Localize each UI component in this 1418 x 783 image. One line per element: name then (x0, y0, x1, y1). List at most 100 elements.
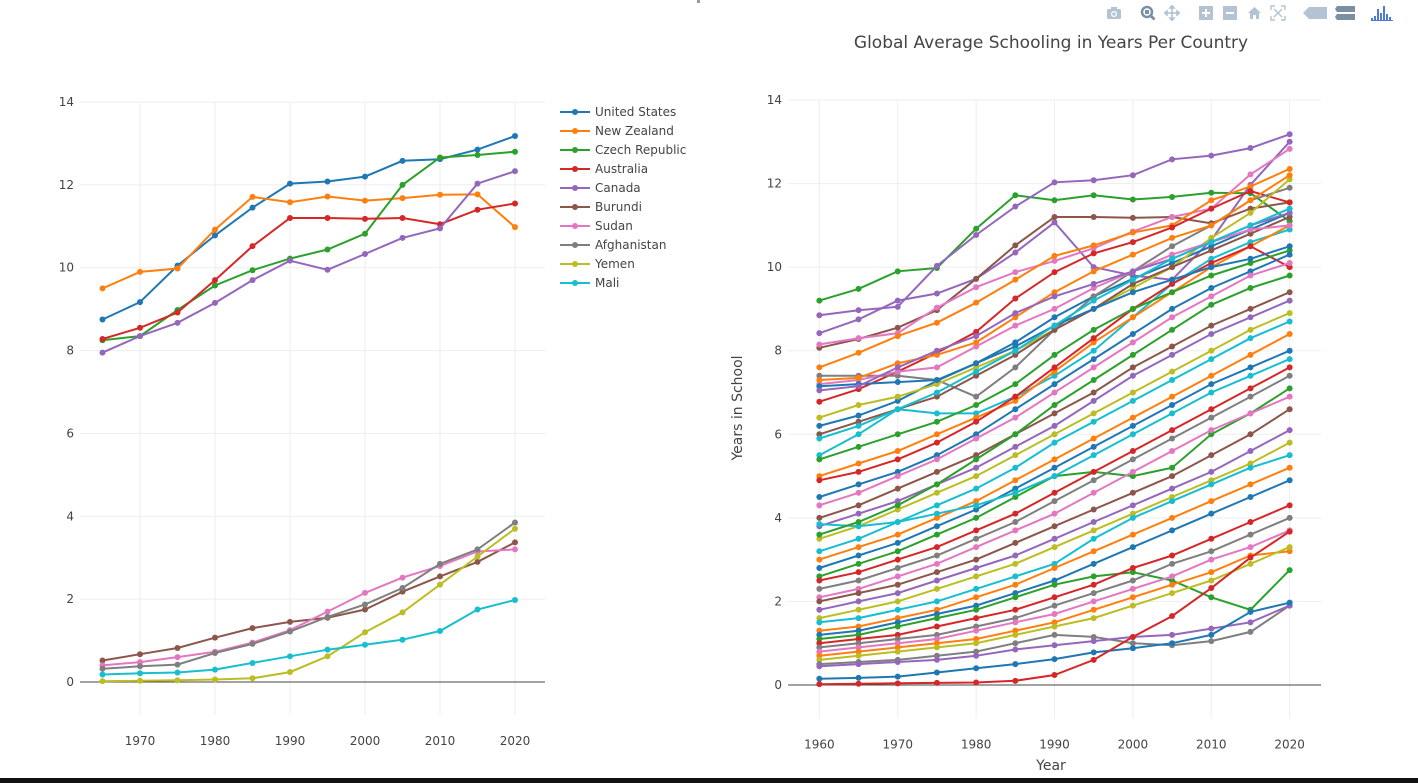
data-point[interactable] (855, 652, 862, 659)
data-point[interactable] (855, 648, 862, 655)
data-point[interactable] (894, 360, 901, 367)
data-point[interactable] (1208, 243, 1215, 250)
data-point[interactable] (1169, 351, 1176, 358)
data-point[interactable] (933, 560, 940, 567)
data-point[interactable] (1129, 280, 1136, 287)
data-point[interactable] (855, 374, 862, 381)
data-point[interactable] (933, 351, 940, 358)
data-point[interactable] (1090, 177, 1097, 184)
data-point[interactable] (855, 631, 862, 638)
data-point[interactable] (1012, 314, 1019, 321)
data-point[interactable] (1286, 172, 1293, 179)
data-point[interactable] (1247, 554, 1254, 561)
data-point[interactable] (933, 290, 940, 297)
data-point[interactable] (816, 644, 823, 651)
data-point[interactable] (137, 651, 143, 658)
data-point[interactable] (399, 584, 406, 591)
data-point[interactable] (1169, 402, 1176, 409)
data-point[interactable] (816, 493, 823, 500)
data-point[interactable] (399, 195, 406, 202)
data-point[interactable] (855, 552, 862, 559)
data-point[interactable] (1129, 468, 1136, 475)
series-country-28[interactable] (816, 427, 1293, 613)
data-point[interactable] (1208, 197, 1215, 204)
data-point[interactable] (1208, 347, 1215, 354)
data-point[interactable] (1247, 255, 1254, 262)
data-point[interactable] (324, 178, 331, 185)
data-point[interactable] (1012, 640, 1019, 647)
data-point[interactable] (1169, 514, 1176, 521)
data-point[interactable] (99, 285, 106, 292)
data-point[interactable] (1012, 351, 1019, 358)
data-point[interactable] (287, 653, 293, 660)
data-point[interactable] (1169, 280, 1176, 287)
data-point[interactable] (1208, 356, 1215, 363)
data-point[interactable] (933, 640, 940, 647)
data-point[interactable] (816, 675, 823, 682)
data-point[interactable] (1090, 347, 1097, 354)
data-point[interactable] (1012, 485, 1019, 492)
data-point[interactable] (1051, 631, 1058, 638)
data-point[interactable] (1051, 389, 1058, 396)
data-point[interactable] (1169, 393, 1176, 400)
data-point[interactable] (1090, 418, 1097, 425)
series-country-29[interactable] (816, 439, 1293, 622)
data-point[interactable] (816, 606, 823, 613)
data-point[interactable] (1247, 205, 1254, 212)
data-point[interactable] (1286, 528, 1293, 535)
data-point[interactable] (1090, 264, 1097, 271)
data-point[interactable] (399, 215, 406, 221)
data-point[interactable] (474, 146, 481, 153)
data-point[interactable] (933, 585, 940, 592)
series-country-42[interactable] (816, 528, 1293, 688)
data-point[interactable] (894, 648, 901, 655)
data-point[interactable] (474, 152, 481, 159)
data-point[interactable] (1247, 519, 1254, 526)
series-line[interactable] (102, 135, 516, 321)
data-point[interactable] (1051, 544, 1058, 551)
data-point[interactable] (1286, 184, 1293, 191)
data-point[interactable] (973, 585, 980, 592)
data-point[interactable] (212, 226, 218, 233)
data-point[interactable] (362, 197, 368, 204)
data-point[interactable] (1169, 276, 1176, 283)
data-point[interactable] (474, 558, 481, 565)
data-point[interactable] (1090, 285, 1097, 292)
data-point[interactable] (1129, 339, 1136, 346)
data-point[interactable] (1208, 477, 1215, 484)
data-point[interactable] (933, 623, 940, 630)
series-country-31[interactable] (816, 464, 1293, 634)
data-point[interactable] (362, 606, 368, 613)
data-point[interactable] (973, 333, 980, 340)
data-point[interactable] (1090, 615, 1097, 622)
data-point[interactable] (894, 644, 901, 651)
data-point[interactable] (1286, 439, 1293, 446)
data-point[interactable] (855, 422, 862, 429)
data-point[interactable] (287, 628, 293, 635)
data-point[interactable] (855, 606, 862, 613)
data-point[interactable] (1286, 218, 1293, 225)
data-point[interactable] (1169, 314, 1176, 321)
data-point[interactable] (894, 565, 901, 571)
data-point[interactable] (1129, 364, 1136, 371)
data-point[interactable] (894, 406, 901, 413)
data-point[interactable] (855, 285, 862, 292)
data-point[interactable] (816, 473, 823, 480)
data-point[interactable] (894, 631, 901, 638)
data-point[interactable] (1129, 489, 1136, 496)
data-point[interactable] (894, 581, 901, 588)
data-point[interactable] (816, 631, 823, 638)
data-point[interactable] (1286, 289, 1293, 296)
data-point[interactable] (1012, 489, 1019, 496)
data-point[interactable] (973, 640, 980, 647)
data-point[interactable] (1286, 243, 1293, 250)
data-point[interactable] (855, 623, 862, 630)
data-point[interactable] (399, 609, 406, 616)
data-point[interactable] (1129, 285, 1136, 292)
data-point[interactable] (1247, 239, 1254, 246)
data-point[interactable] (816, 341, 823, 348)
data-point[interactable] (1286, 297, 1293, 304)
data-point[interactable] (512, 200, 518, 207)
data-point[interactable] (474, 180, 481, 187)
legend-item[interactable]: Afghanistan (560, 238, 666, 252)
